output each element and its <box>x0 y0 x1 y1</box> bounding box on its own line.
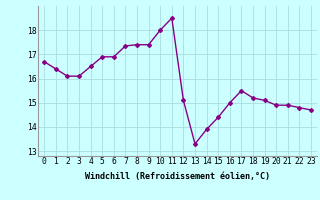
X-axis label: Windchill (Refroidissement éolien,°C): Windchill (Refroidissement éolien,°C) <box>85 172 270 181</box>
